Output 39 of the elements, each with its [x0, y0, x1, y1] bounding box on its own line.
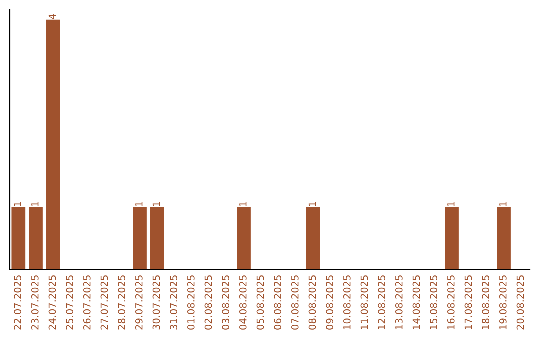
x-tick-label: 14.08.2025	[412, 276, 420, 330]
x-tick-label: 05.08.2025	[256, 276, 264, 330]
x-tick-label: 04.08.2025	[239, 276, 247, 330]
x-tick-label: 23.07.2025	[31, 276, 39, 330]
data-label: 1	[136, 202, 143, 206]
x-tick-label: 29.07.2025	[135, 276, 143, 330]
x-tick-label: 10.08.2025	[343, 276, 351, 330]
x-tick-label: 07.08.2025	[291, 276, 299, 330]
x-tick-label: 31.07.2025	[170, 276, 178, 330]
x-tick-label: 28.07.2025	[118, 276, 126, 330]
x-tick-label: 06.08.2025	[274, 276, 282, 330]
x-tick-label: 17.08.2025	[464, 276, 472, 330]
x-tick-label: 16.08.2025	[447, 276, 455, 330]
x-tick-label: 08.08.2025	[308, 276, 316, 330]
x-tick-label: 11.08.2025	[360, 276, 368, 330]
data-label: 1	[152, 202, 160, 206]
x-tick-label: 20.08.2025	[516, 276, 524, 330]
x-tick-label: 19.08.2025	[499, 276, 507, 330]
data-label: 1	[240, 202, 247, 206]
x-tick-label: 09.08.2025	[326, 276, 334, 330]
x-tick-label: 22.07.2025	[14, 276, 22, 330]
x-tick-label: 15.08.2025	[430, 276, 438, 330]
x-tick-label: 13.08.2025	[395, 276, 403, 330]
data-label: 1	[14, 202, 22, 206]
x-tick-label: 18.08.2025	[482, 276, 490, 330]
data-label: 1	[308, 202, 316, 206]
x-tick-label: 02.08.2025	[204, 276, 212, 330]
x-tick-label: 12.08.2025	[378, 276, 386, 330]
x-tick-label: 30.07.2025	[152, 276, 160, 330]
x-tick-label: 03.08.2025	[222, 276, 230, 330]
data-label: 1	[32, 202, 39, 206]
x-tick-label: 25.07.2025	[66, 276, 74, 330]
x-tick-label: 27.07.2025	[100, 276, 108, 330]
x-tick-label: 24.07.2025	[48, 276, 56, 330]
data-label: 1	[500, 202, 507, 206]
x-tick-label: 01.08.2025	[187, 276, 195, 330]
data-label: 4	[48, 14, 56, 20]
x-tick-label: 26.07.2025	[83, 276, 91, 330]
data-label: 1	[448, 202, 455, 206]
